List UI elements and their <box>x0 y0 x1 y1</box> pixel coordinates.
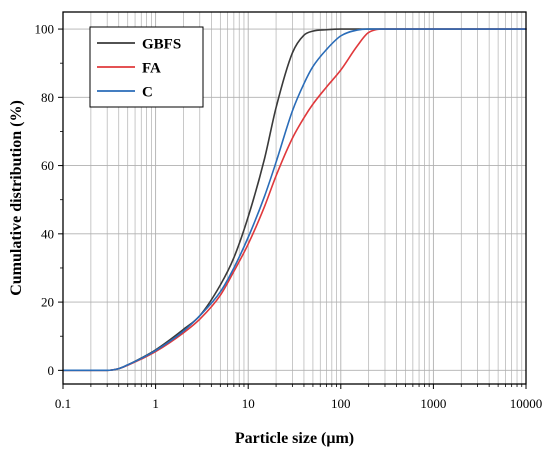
series-lines <box>62 28 527 372</box>
x-tick-label: 1000 <box>420 396 446 411</box>
legend-label-c: C <box>142 85 153 101</box>
axis-ticks <box>58 28 527 389</box>
x-tick-label: 100 <box>331 396 351 411</box>
y-tick-label: 60 <box>41 158 54 173</box>
y-tick-label: 0 <box>48 363 55 378</box>
x-axis-title: Particle size (μm) <box>235 430 354 447</box>
plot-frame <box>62 11 527 385</box>
y-tick-label: 100 <box>35 22 55 37</box>
y-tick-label: 40 <box>41 226 54 241</box>
tick-labels: 0.1 1 10 100 1000 10000 0 20 40 60 80 100 <box>35 22 543 411</box>
x-tick-label: 1 <box>152 396 159 411</box>
x-tick-label: 10000 <box>510 396 543 411</box>
y-axis-title: Cumulative distribution (%) <box>8 100 25 296</box>
y-tick-label: 20 <box>41 295 54 310</box>
y-tick-label: 80 <box>41 90 54 105</box>
x-tick-label: 10 <box>242 396 255 411</box>
legend-label-fa: FA <box>142 61 161 77</box>
legend-label-gbfs: GBFS <box>142 37 181 53</box>
legend: GBFS FA C <box>89 26 204 108</box>
series-line-c <box>62 28 527 372</box>
x-tick-label: 0.1 <box>55 396 71 411</box>
